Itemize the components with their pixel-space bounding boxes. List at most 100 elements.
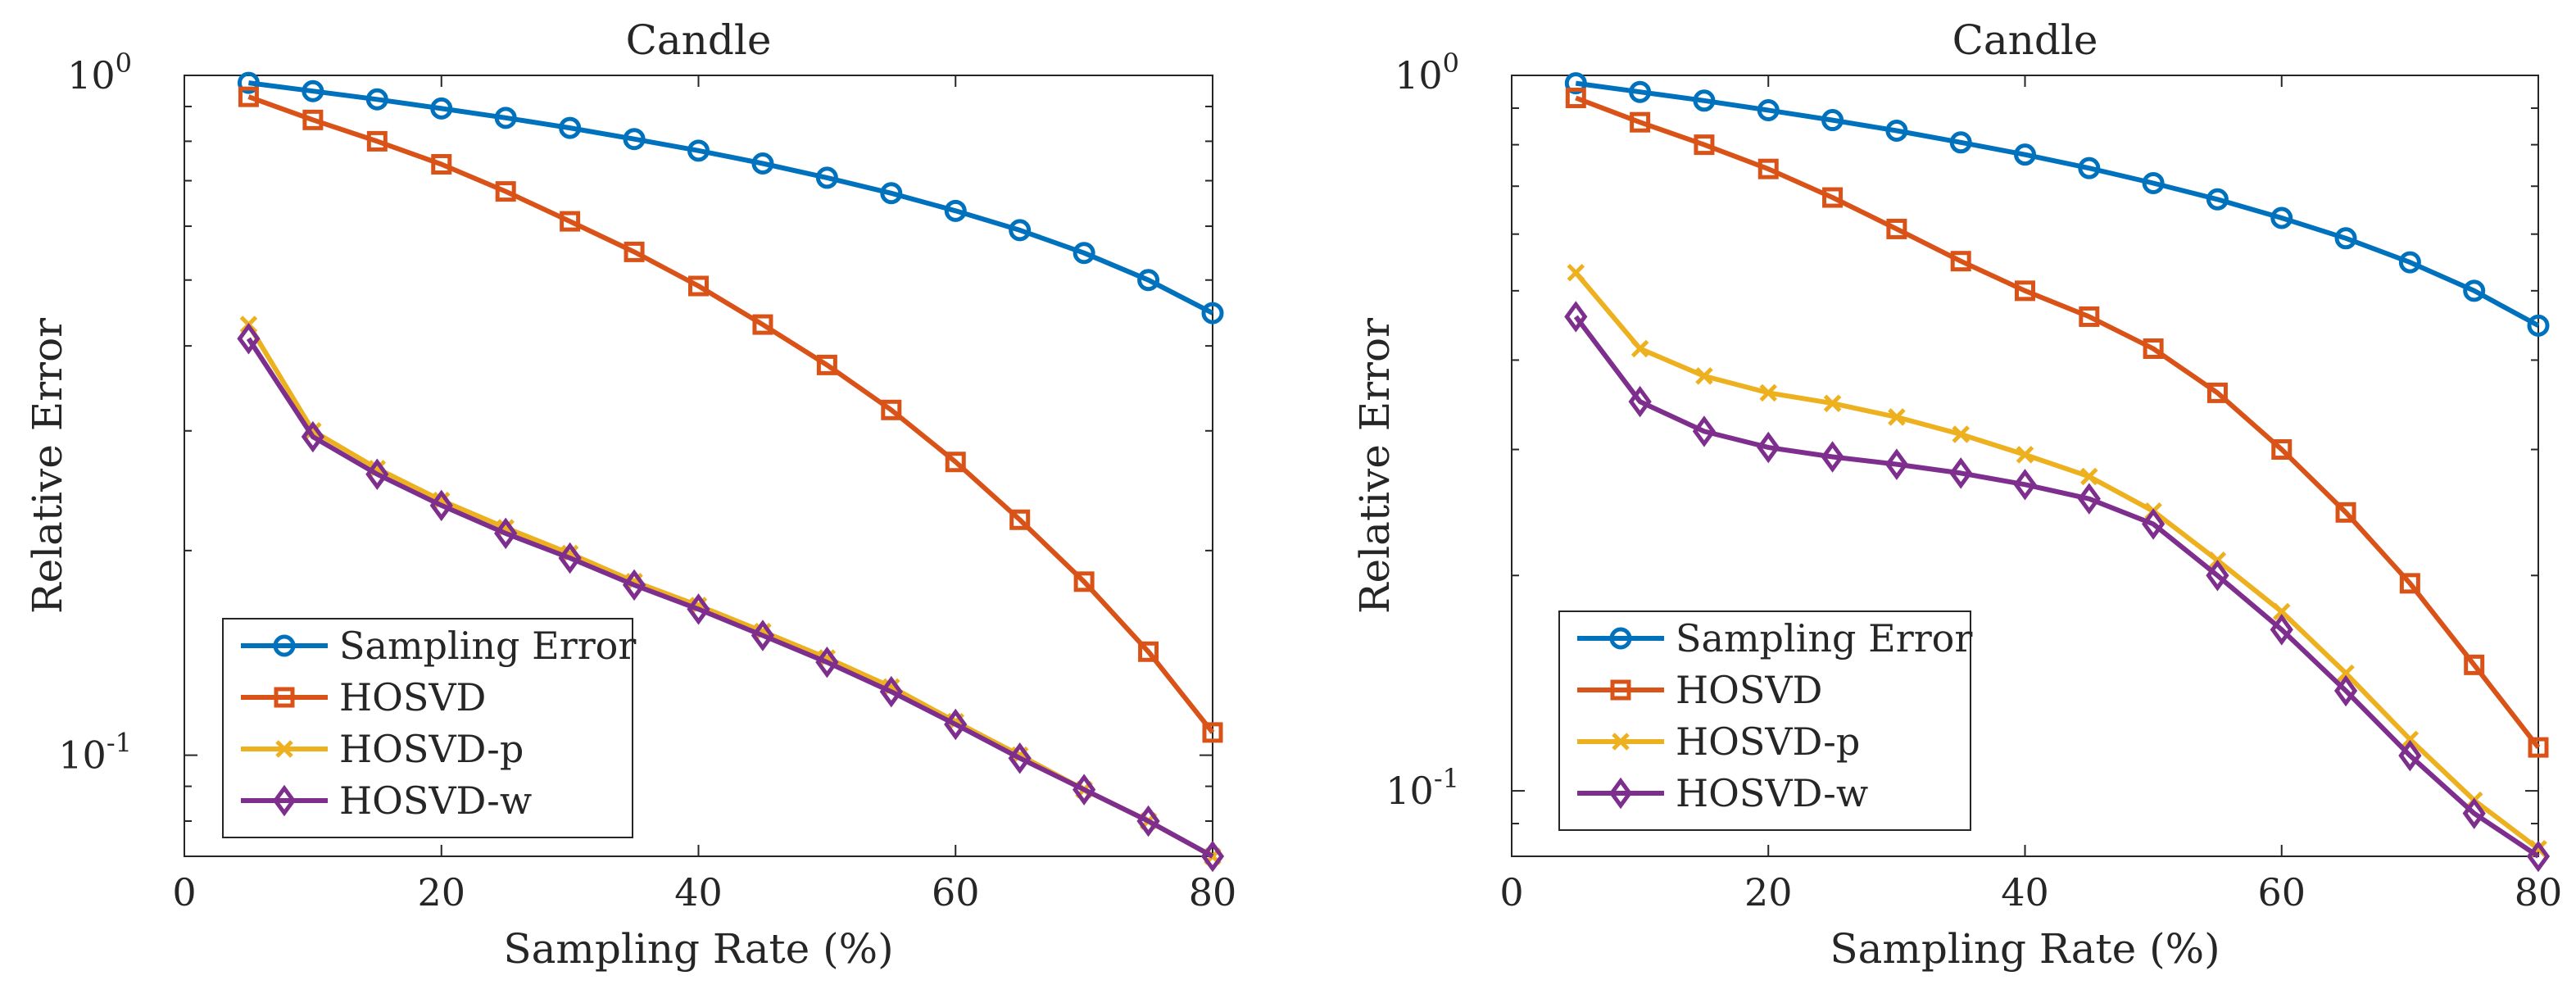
chart-1-legend-item-hosvd-p: HOSVD-p xyxy=(241,727,524,771)
chart-1-ylabel: Relative Error xyxy=(24,318,71,614)
chart-1-legend-item-sampling-error: Sampling Error xyxy=(241,624,636,668)
chart-2-series-hosvd-p-point xyxy=(2272,602,2291,621)
chart-1-series-sampling-error-line xyxy=(248,80,1214,315)
chart-2-series-hosvd-point xyxy=(2528,737,2549,758)
chart-1-series-hosvd-point xyxy=(495,181,516,202)
chart-2-series-hosvd-w-point xyxy=(1949,457,1973,489)
chart-2-legend-item-hosvd-label: HOSVD xyxy=(1676,668,1822,712)
chart-1-series-hosvd-point xyxy=(624,241,645,262)
chart-2-series-sampling-error-point xyxy=(2398,251,2421,274)
chart-2-series-hosvd-w-point xyxy=(2013,469,2037,501)
chart-2-xlabel: Sampling Rate (%) xyxy=(1830,925,2220,973)
chart-2-series-hosvd-point xyxy=(1630,111,1651,133)
chart-2-ytick-label: 10-1 xyxy=(1386,763,1459,813)
chart-1-series-hosvd-point xyxy=(816,354,837,375)
chart-2-legend-item-hosvd-p: HOSVD-p xyxy=(1577,719,1860,764)
chart-2-series-sampling-error-point xyxy=(1564,72,1587,95)
chart-2-xtick-label: 80 xyxy=(2515,870,2563,914)
chart-2-legend-item-hosvd-p-marker xyxy=(1612,733,1630,751)
chart-2-legend-item-hosvd: HOSVD xyxy=(1577,668,1822,712)
chart-2-series-sampling-error-point xyxy=(2078,157,2101,179)
chart-2-series-hosvd-point xyxy=(2464,654,2485,675)
chart-1-series-hosvd-point xyxy=(238,86,259,107)
chart-2-series-hosvd xyxy=(1565,88,2549,758)
chart-1-series-hosvd-w-point xyxy=(815,646,839,678)
chart-2-series-hosvd-p-point xyxy=(2016,446,2034,464)
chart-2-series-hosvd-p-point xyxy=(2337,664,2355,683)
chart-2-series-sampling-error-point xyxy=(2527,314,2550,337)
chart-2-series-hosvd-w-line xyxy=(1573,315,2540,859)
chart-2-series-hosvd-w-point xyxy=(2206,560,2229,592)
chart-2-series-sampling-error-point xyxy=(1949,131,1972,154)
chart-1-series-sampling-error-point xyxy=(1009,219,1032,242)
chart-1-series-sampling-error-point xyxy=(494,107,517,129)
chart-2-legend-item-hosvd-w-marker xyxy=(1608,777,1633,810)
chart-2-series-sampling-error-point xyxy=(2014,143,2036,166)
chart-2-series-hosvd-p-point xyxy=(1823,394,1842,413)
chart-1-series-sampling-error-point xyxy=(687,139,710,162)
chart-2-series-hosvd-point xyxy=(2015,280,2035,302)
chart-2-legend-item-sampling-error-marker xyxy=(1609,627,1632,650)
chart-1-legend-item-hosvd-p-label: HOSVD-p xyxy=(339,727,524,771)
chart-1-series-sampling-error-point xyxy=(1073,242,1095,265)
chart-1-legend-item-hosvd: HOSVD xyxy=(241,675,486,719)
chart-1-legend-item-hosvd-label: HOSVD xyxy=(339,675,486,719)
chart-1-series-hosvd-w-point xyxy=(1073,774,1096,806)
chart-2-xtick-label: 20 xyxy=(1744,870,1793,914)
chart-2-legend: Sampling Error HOSVD HOSVD-p HOSVD-w xyxy=(1558,610,1972,831)
chart-1-series-sampling-error-point xyxy=(302,79,324,102)
chart-2-series-hosvd-p-point xyxy=(1952,425,1970,443)
chart-2-legend-item-hosvd-w: HOSVD-w xyxy=(1577,771,1868,815)
chart-2-legend-item-sampling-error: Sampling Error xyxy=(1577,616,1972,660)
chart-1-legend-item-hosvd-marker xyxy=(274,687,295,708)
chart-1-series-sampling-error-point xyxy=(815,166,838,189)
chart-1-series-hosvd-point xyxy=(752,314,773,335)
chart-2-series-hosvd-line xyxy=(1575,95,2541,749)
chart-1-series-hosvd-point xyxy=(1202,722,1223,743)
chart-2-series-hosvd-w-point xyxy=(1628,385,1652,418)
chart-1-series-hosvd-point xyxy=(1073,571,1095,592)
chart-2-series-sampling-error xyxy=(1564,72,2550,337)
chart-2-series-hosvd-point xyxy=(2206,382,2228,403)
chart-1-series-sampling-error-point xyxy=(1201,302,1224,324)
chart-1-xtick-label: 20 xyxy=(417,870,465,914)
chart-1-series-sampling-error-point xyxy=(430,97,453,120)
chart-1-series-hosvd-w-point xyxy=(365,458,389,490)
chart-2-series-hosvd-p-point xyxy=(1888,408,1906,426)
chart-2-series-sampling-error-point xyxy=(1757,98,1780,121)
chart-1-series-hosvd-w-point xyxy=(558,542,582,574)
chart-2-series-hosvd-point xyxy=(1694,134,1715,156)
chart-1-xtick-label: 0 xyxy=(172,870,196,914)
chart-2-series-hosvd-w-point xyxy=(1757,431,1780,464)
chart-1-series-hosvd-w-point xyxy=(1008,742,1032,774)
chart-1-series-sampling-error-point xyxy=(944,199,967,222)
chart-1-series-hosvd-point xyxy=(431,153,452,175)
chart-1-legend-item-hosvd-w: HOSVD-w xyxy=(241,778,532,823)
chart-2-legend-item-hosvd-marker xyxy=(1610,679,1631,701)
chart-2-series-hosvd-p xyxy=(1567,263,2547,858)
chart-1-xtick-label: 40 xyxy=(674,870,723,914)
chart-2-series-hosvd-w-point xyxy=(2077,483,2101,515)
chart-1-series-hosvd-point xyxy=(688,275,709,297)
chart-2-series-hosvd-point xyxy=(2143,338,2164,359)
chart-1-series-hosvd-w-point xyxy=(751,620,775,651)
chart-1-series-hosvd-point xyxy=(881,399,902,420)
chart-2-title: Candle xyxy=(1952,16,2098,64)
chart-1-series-hosvd-point xyxy=(302,109,324,130)
chart-2-ytick-label: 100 xyxy=(1395,48,1459,98)
chart-2-xtick-label: 60 xyxy=(2257,870,2306,914)
chart-2-legend-item-hosvd-p-label: HOSVD-p xyxy=(1676,719,1860,764)
chart-2-series-hosvd-w xyxy=(1564,301,2551,873)
chart-1-series-sampling-error-point xyxy=(751,152,774,175)
chart-2-series-hosvd-p-point xyxy=(2401,730,2420,749)
chart-1-series-hosvd-w-point xyxy=(1200,840,1225,873)
chart-1-series-hosvd xyxy=(238,86,1223,743)
chart-1-series-hosvd-w-point xyxy=(237,323,261,355)
chart-2-series-hosvd-point xyxy=(1822,187,1844,208)
chart-2-series-hosvd-w-point xyxy=(1884,448,1908,480)
chart-2-series-hosvd-w-point xyxy=(1821,441,1844,473)
chart-2-series-hosvd-point xyxy=(2399,573,2420,594)
chart-1-legend-item-hosvd-p-marker xyxy=(275,740,293,758)
chart-2: 0 20 40 60 80 100 10-1 Candle Sampling Rate (%) R… xyxy=(1351,16,2562,973)
